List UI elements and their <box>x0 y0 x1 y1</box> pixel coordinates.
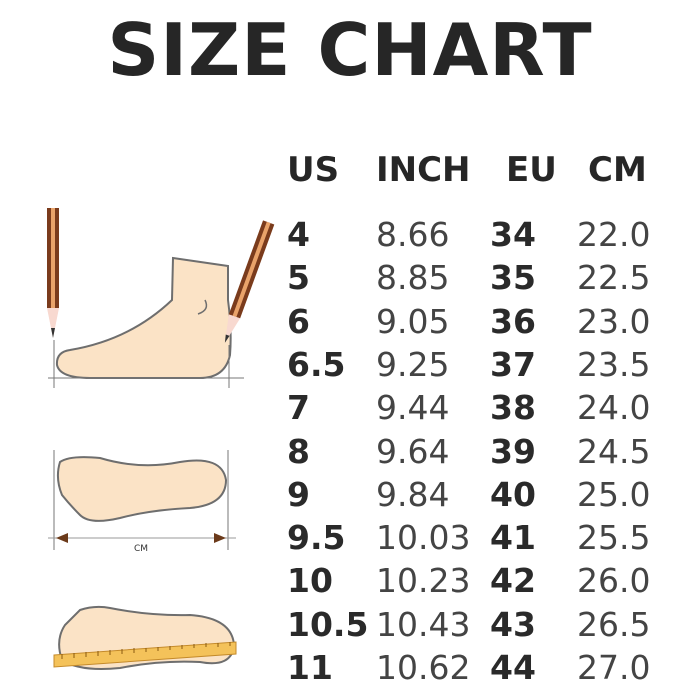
table-row: 9 9.84 40 25.0 <box>0 473 700 516</box>
page-title: SIZE CHART <box>107 8 593 92</box>
cell-eu: 38 <box>490 388 536 428</box>
foot-ruler-icon <box>53 605 237 670</box>
table-row: 7 9.44 38 24.0 <box>0 386 700 429</box>
cell-eu: 34 <box>490 215 536 254</box>
header-cm: CM <box>588 150 647 190</box>
cell-eu: 37 <box>490 344 536 384</box>
table-row: 5 8.85 35 22.5 <box>0 256 700 299</box>
cell-eu: 42 <box>490 561 536 601</box>
table-row: 11 10.62 44 27.0 <box>0 646 700 689</box>
table-row: 4 8.66 34 22.0 <box>0 213 700 256</box>
cell-eu: 39 <box>490 431 536 471</box>
foot-measure-illustration: CM <box>47 208 275 670</box>
cell-inch: 8.85 <box>376 258 450 298</box>
cell-cm: 24.0 <box>577 388 651 428</box>
cell-us: 8 <box>287 431 310 471</box>
cell-eu: 40 <box>490 474 536 514</box>
table-row: 8 9.64 39 24.5 <box>0 430 700 473</box>
cell-inch: 10.62 <box>376 648 471 687</box>
cell-cm: 23.5 <box>577 344 651 384</box>
cell-eu: 36 <box>490 301 536 341</box>
cell-cm: 22.0 <box>577 215 651 254</box>
cell-inch: 9.64 <box>376 431 450 471</box>
pencil-right-icon <box>224 220 275 343</box>
cell-us: 11 <box>287 648 333 687</box>
cell-eu: 44 <box>490 648 536 687</box>
cell-cm: 26.0 <box>577 561 651 601</box>
cell-us: 10 <box>287 561 333 601</box>
table-row: 6.5 9.25 37 23.5 <box>0 343 700 386</box>
cell-cm: 22.5 <box>577 258 651 298</box>
cell-us: 9 <box>287 474 310 514</box>
cell-us: 10.5 <box>287 604 369 644</box>
cell-inch: 9.05 <box>376 301 450 341</box>
cell-inch: 9.84 <box>376 474 450 514</box>
cell-us: 7 <box>287 388 310 428</box>
cell-cm: 24.5 <box>577 431 651 471</box>
header-us: US <box>287 150 340 190</box>
cell-eu: 43 <box>490 604 536 644</box>
cell-us: 6 <box>287 301 310 341</box>
cell-inch: 9.25 <box>376 344 450 384</box>
cell-eu: 41 <box>490 518 536 558</box>
table-row: 6 9.05 36 23.0 <box>0 300 700 343</box>
cell-cm: 25.5 <box>577 518 651 558</box>
cell-inch: 10.43 <box>376 604 471 644</box>
measure-label: CM <box>134 544 148 554</box>
top-foot-icon: CM <box>48 450 236 554</box>
table-row: 9.5 10.03 41 25.5 <box>0 516 700 559</box>
cell-eu: 35 <box>490 258 536 298</box>
cell-cm: 27.0 <box>577 648 651 687</box>
side-foot-icon <box>48 256 244 388</box>
cell-inch: 9.44 <box>376 388 450 428</box>
cell-cm: 26.5 <box>577 604 651 644</box>
cell-inch: 8.66 <box>376 215 450 254</box>
cell-us: 5 <box>287 258 310 298</box>
cell-inch: 10.03 <box>376 518 471 558</box>
cell-inch: 10.23 <box>376 561 471 601</box>
cell-us: 4 <box>287 215 310 254</box>
cell-cm: 23.0 <box>577 301 651 341</box>
table-row: 10 10.23 42 26.0 <box>0 559 700 602</box>
pencil-left-icon <box>47 208 59 338</box>
table-row: 10.5 10.43 43 26.5 <box>0 603 700 646</box>
header-eu: EU <box>506 150 557 190</box>
cell-us: 6.5 <box>287 344 346 384</box>
cell-cm: 25.0 <box>577 474 651 514</box>
header-inch: INCH <box>376 150 471 190</box>
cell-us: 9.5 <box>287 518 346 558</box>
